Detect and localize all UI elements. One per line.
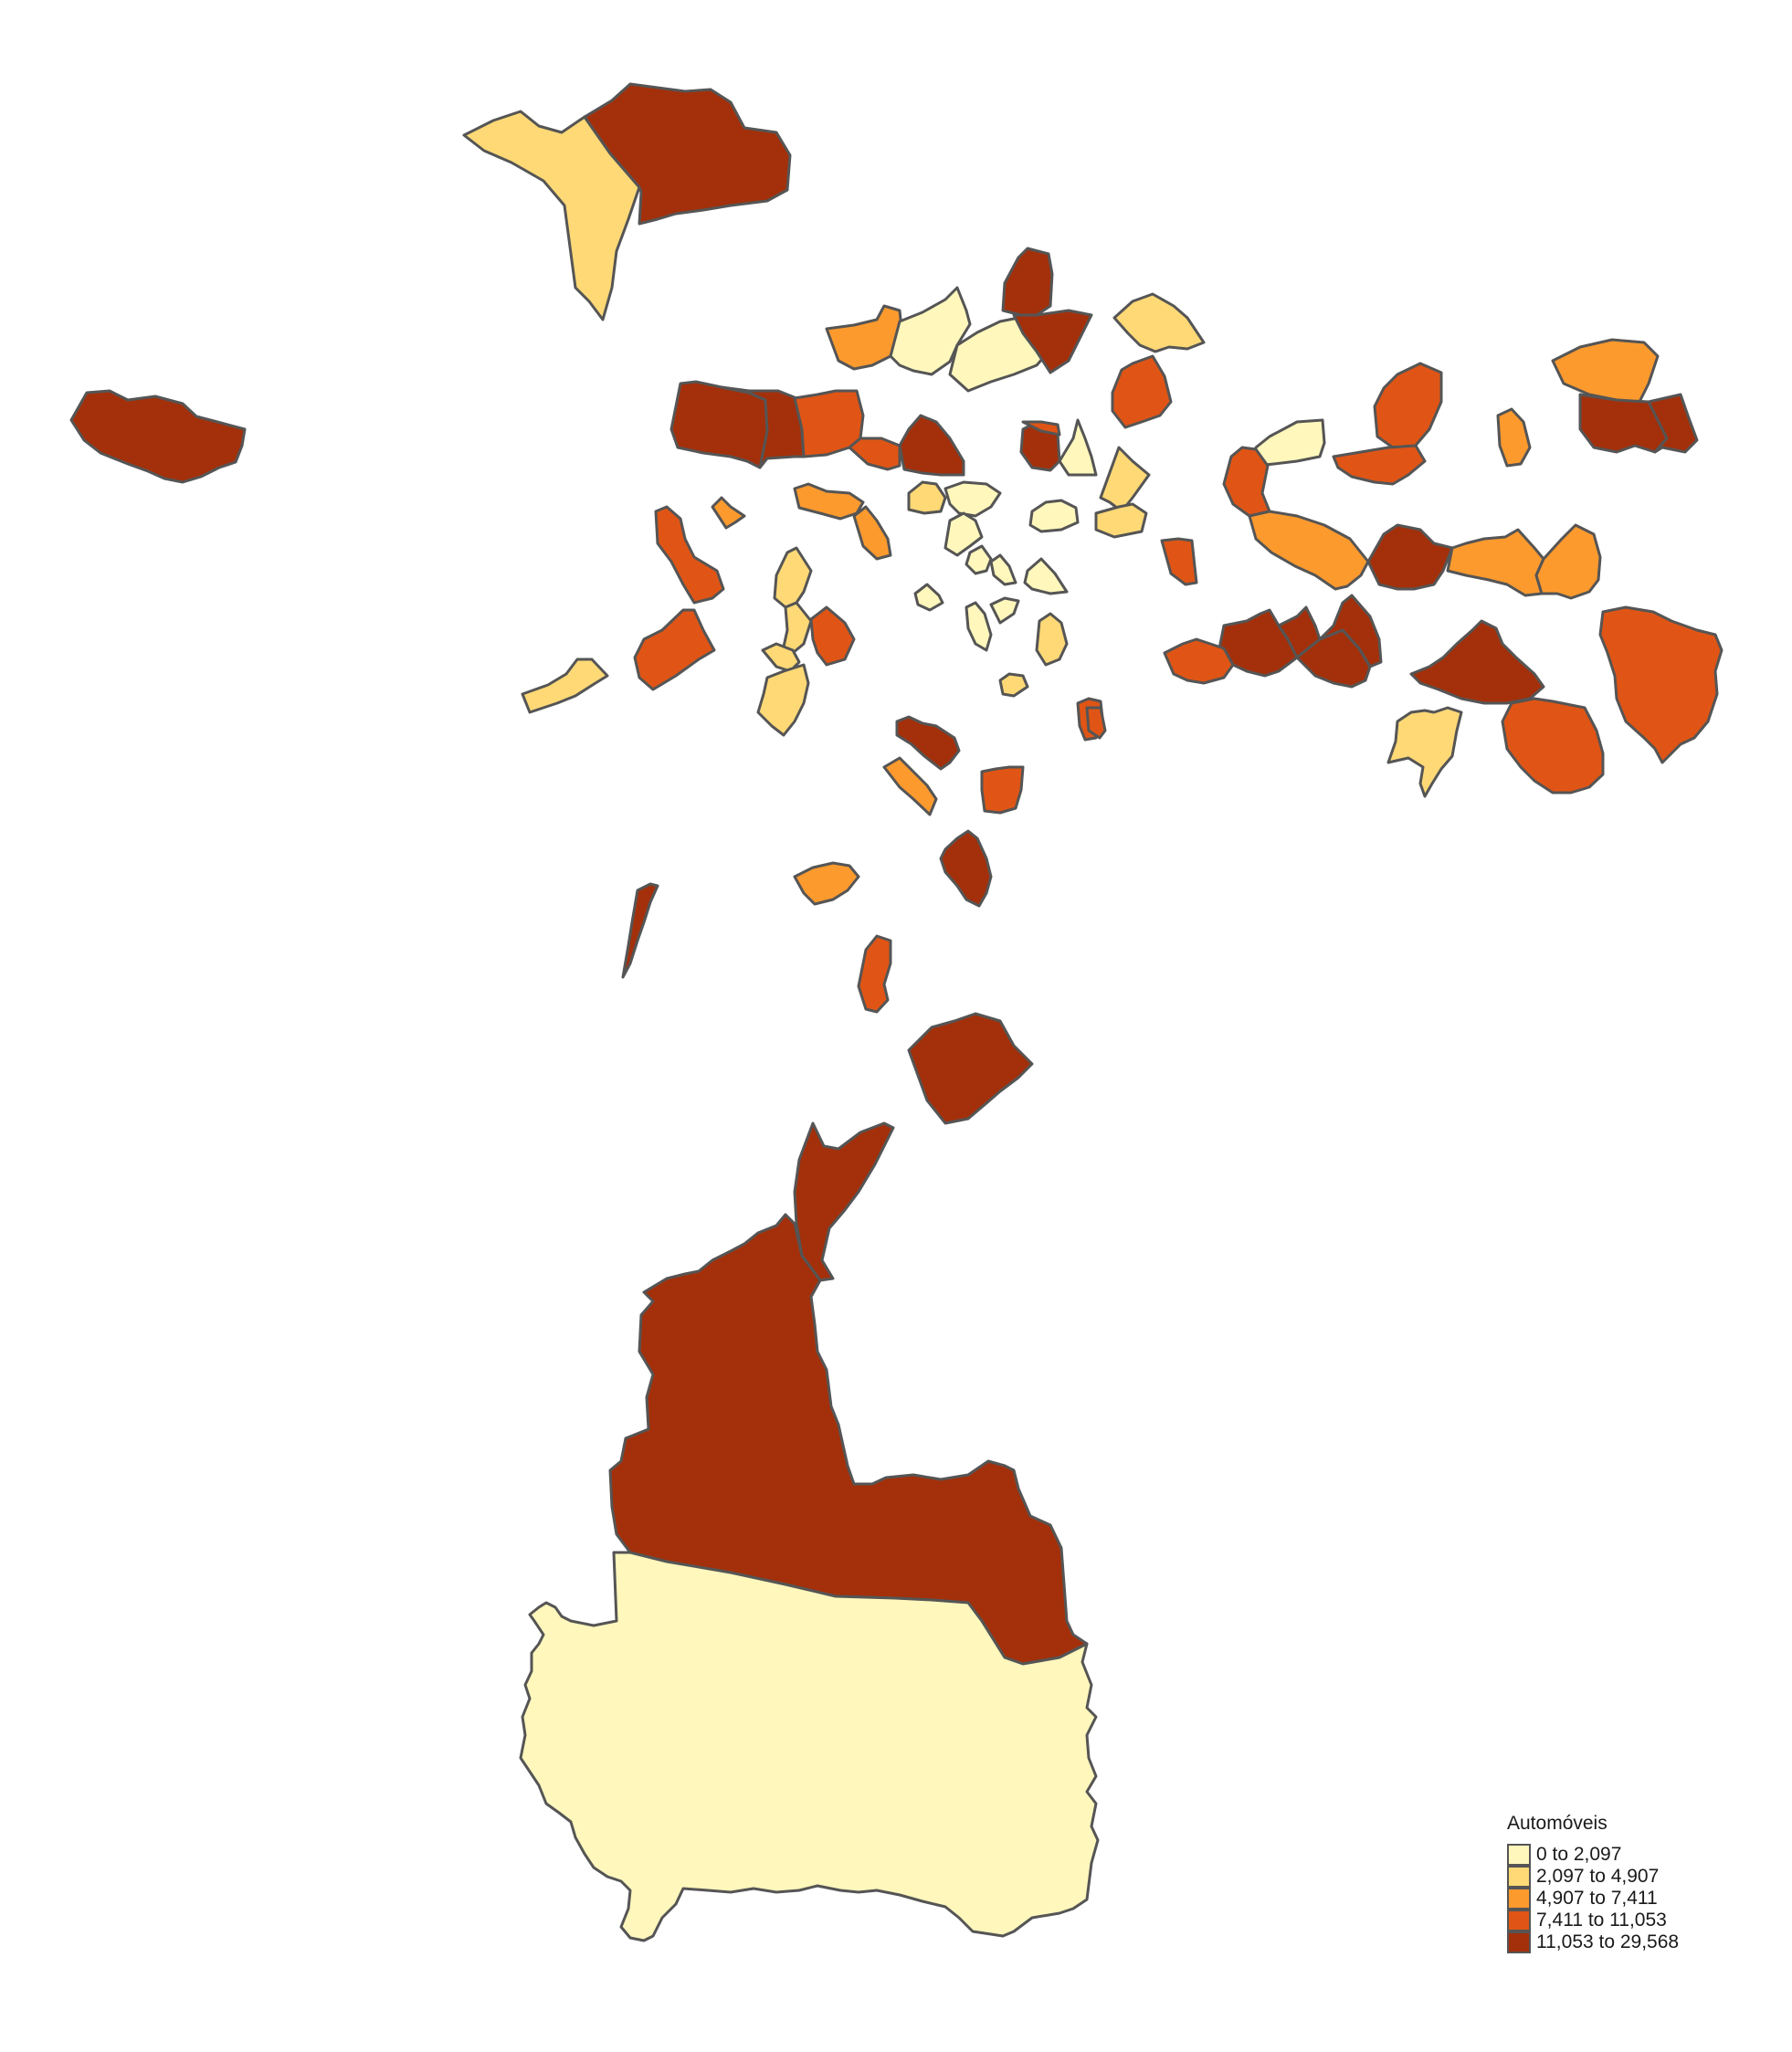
region-sc-5 <box>793 861 860 906</box>
region-cb-5 <box>898 414 965 477</box>
legend-label: 2,097 to 4,907 <box>1536 1866 1660 1887</box>
region-cc-4 <box>965 544 993 575</box>
legend-title: Automóveis <box>1507 1813 1608 1834</box>
region-fe-8 <box>1222 446 1271 518</box>
region-fe-18 <box>1409 619 1545 705</box>
region-wc-1 <box>711 496 746 530</box>
region-sc-9 <box>793 1121 895 1282</box>
region-fe-15 <box>1277 605 1322 659</box>
region-wc-6 <box>521 658 609 714</box>
legend-label: 0 to 2,097 <box>1536 1844 1622 1865</box>
region-cc-16 <box>1160 537 1198 586</box>
region-fe-4 <box>1647 393 1699 454</box>
region-fe-7 <box>1332 444 1427 486</box>
region-fe-17 <box>1318 594 1383 668</box>
region-far-west <box>69 389 247 484</box>
region-fe-21 <box>1386 706 1463 798</box>
region-northwest-east <box>583 82 792 226</box>
region-southern-large <box>519 1551 1100 1942</box>
region-wc-10 <box>761 642 801 673</box>
region-fe-1 <box>1373 362 1443 449</box>
region-cc-13 <box>998 672 1029 698</box>
region-cb-8 <box>1099 446 1151 513</box>
region-sc-6 <box>621 882 659 979</box>
region-fe-19 <box>1501 697 1605 794</box>
region-cc-8 <box>965 601 993 652</box>
region-fe-2 <box>1551 338 1660 404</box>
legend-swatch-3 <box>1507 1910 1531 1931</box>
region-fe-5 <box>1496 407 1532 468</box>
region-fe-11 <box>1446 528 1545 597</box>
region-nc-6 <box>1112 292 1206 353</box>
region-cb-4 <box>848 437 901 471</box>
region-sc-7 <box>857 934 892 1014</box>
region-fe-9 <box>1248 510 1370 591</box>
region-cc-11 <box>1094 502 1148 539</box>
region-sc-3 <box>980 765 1025 815</box>
region-cc-5 <box>989 553 1017 586</box>
region-northwest-west <box>462 110 641 321</box>
legend-item: 4,907 to 7,411 <box>1507 1888 1772 1910</box>
region-fe-20 <box>1598 605 1723 764</box>
region-cc-15 <box>1085 706 1107 740</box>
region-cc-12 <box>1035 612 1069 667</box>
region-wc-2 <box>793 482 865 521</box>
region-cc-1 <box>907 480 947 515</box>
region-cc-3 <box>943 511 984 557</box>
region-cc-10 <box>1028 499 1080 533</box>
region-wc-7 <box>773 546 813 609</box>
region-wc-11 <box>756 663 810 737</box>
region-cb-7 <box>1058 418 1098 477</box>
region-wc-5 <box>633 608 716 691</box>
region-cc-2 <box>943 480 1002 518</box>
region-sc-2 <box>882 756 938 816</box>
legend-label: 4,907 to 7,411 <box>1536 1888 1658 1909</box>
region-nc-4 <box>1001 247 1054 317</box>
legend-item: 0 to 2,097 <box>1507 1844 1772 1866</box>
region-cc-7 <box>913 583 944 612</box>
region-cb-9 <box>1021 420 1061 437</box>
region-wc-9 <box>809 605 856 667</box>
region-fe-10 <box>1366 523 1454 591</box>
region-fe-14 <box>1163 637 1235 685</box>
legend-swatch-4 <box>1507 1931 1531 1953</box>
region-cc-6 <box>1023 557 1069 595</box>
legend-item: 2,097 to 4,907 <box>1507 1866 1772 1888</box>
legend-swatch-2 <box>1507 1888 1531 1910</box>
region-sc-1 <box>895 715 961 771</box>
region-sc-8 <box>907 1012 1034 1125</box>
legend-swatch-0 <box>1507 1844 1531 1866</box>
legend-label: 11,053 to 29,568 <box>1536 1931 1680 1952</box>
region-wc-3 <box>852 505 892 561</box>
region-sc-4 <box>939 829 993 908</box>
region-nc-1 <box>825 304 904 371</box>
legend-item: 7,411 to 11,053 <box>1507 1910 1772 1931</box>
region-fe-12 <box>1534 523 1602 600</box>
region-cc-9 <box>989 596 1020 625</box>
region-nc-7 <box>1111 354 1173 429</box>
legend: Automóveis 0 to 2,097 2,097 to 4,907 4,9… <box>1507 1813 1772 1953</box>
region-fe-6 <box>1254 418 1326 468</box>
region-nc-5 <box>1012 309 1093 374</box>
legend-swatch-1 <box>1507 1866 1531 1888</box>
region-cb-2 <box>720 385 806 469</box>
legend-label: 7,411 to 11,053 <box>1536 1910 1667 1931</box>
region-wc-8 <box>782 601 813 655</box>
region-wc-4 <box>654 505 725 605</box>
legend-item: 11,053 to 29,568 <box>1507 1931 1772 1953</box>
